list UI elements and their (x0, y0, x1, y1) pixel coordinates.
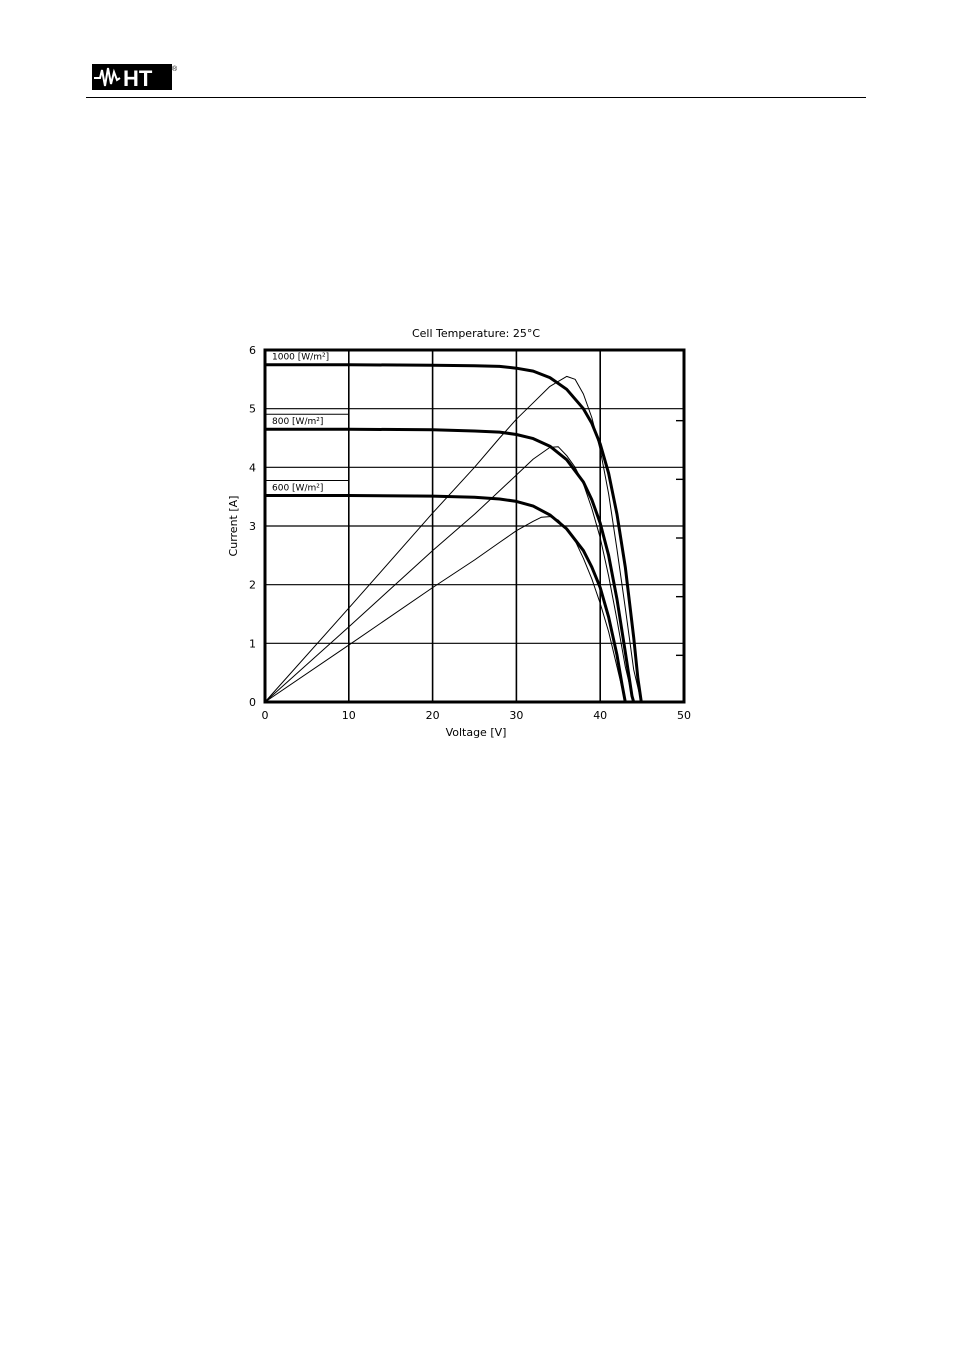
y-tick-label: 4 (249, 461, 256, 474)
x-tick-label: 30 (509, 709, 523, 722)
current-curve (263, 363, 643, 704)
y-axis-ticks: 0 1 2 3 4 5 6 (249, 344, 256, 709)
iv-chart: Cell Temperature: 25°C 0 1 2 3 4 5 6 0 10 20 30 40… (227, 327, 692, 739)
y-tick-label: 0 (249, 696, 256, 709)
power-curve (264, 375, 642, 703)
current-curve (263, 427, 636, 704)
plot-frame (263, 348, 686, 704)
x-axis-ticks: 0 10 20 30 40 50 (262, 709, 692, 722)
x-tick-label: 50 (677, 709, 691, 722)
grid (265, 350, 684, 702)
header-rule (86, 97, 866, 98)
power-curve (264, 446, 635, 703)
x-tick-label: 10 (342, 709, 356, 722)
y-tick-label: 1 (249, 637, 256, 650)
current-curve (263, 494, 627, 704)
ht-logo-icon: HT ® (92, 64, 178, 91)
y-tick-label: 2 (249, 579, 256, 592)
x-tick-label: 20 (426, 709, 440, 722)
y-tick-label: 6 (249, 344, 256, 357)
brand-logo: HT ® (92, 62, 178, 91)
series-labels: 1000 [W/m²] 800 [W/m²] 600 [W/m²] (265, 349, 350, 496)
chart-title: Cell Temperature: 25°C (412, 327, 540, 340)
logo-text: HT (123, 66, 153, 91)
x-tick-label: 0 (262, 709, 269, 722)
y-axis-label: Current [A] (227, 496, 240, 557)
series-label: 800 [W/m²] (272, 417, 323, 427)
y-tick-label: 3 (249, 520, 256, 533)
x-axis-label: Voltage [V] (446, 726, 507, 739)
power-curve (264, 516, 626, 703)
logo-registered-mark: ® (172, 65, 178, 73)
series-lines (263, 363, 643, 704)
y-tick-label: 5 (249, 403, 256, 416)
series-label: 1000 [W/m²] (272, 353, 329, 363)
x-tick-label: 40 (593, 709, 607, 722)
series-label: 600 [W/m²] (272, 483, 323, 493)
